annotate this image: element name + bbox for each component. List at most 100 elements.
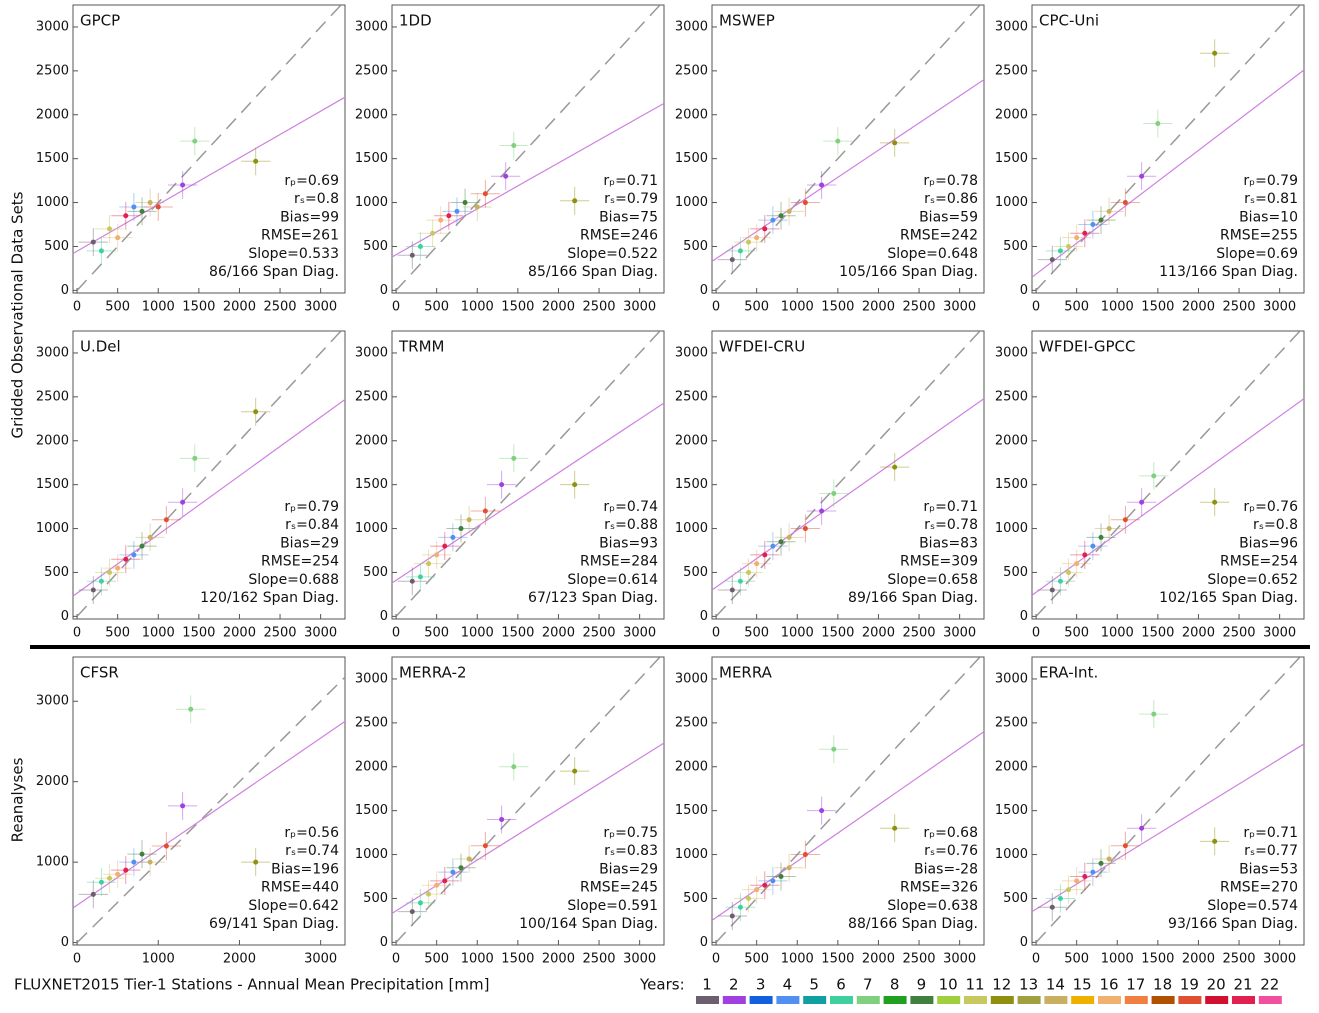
panel-title: CPC-Uni	[1039, 12, 1099, 30]
point	[1066, 887, 1072, 893]
stat-label: rₛ=0.78	[924, 517, 978, 533]
point	[746, 895, 752, 901]
y-tick-label: 2000	[675, 107, 708, 122]
fit-line	[711, 79, 985, 262]
point	[180, 803, 186, 809]
x-tick-label: 2500	[582, 626, 615, 641]
x-tick-label: 0	[1032, 952, 1040, 967]
point	[253, 158, 259, 164]
plot-frame	[391, 4, 665, 294]
point	[819, 182, 825, 188]
point	[511, 764, 517, 770]
legend-swatch	[883, 996, 907, 1004]
point	[1098, 860, 1104, 866]
point	[737, 904, 743, 910]
x-tick-label: 500	[744, 952, 769, 967]
y-tick-label: 0	[380, 283, 388, 298]
point	[892, 825, 898, 831]
point	[746, 569, 752, 575]
point	[163, 843, 169, 849]
x-tick-label: 500	[105, 300, 130, 315]
point	[1090, 222, 1096, 228]
y-tick-label: 1500	[36, 477, 69, 492]
point	[1098, 217, 1104, 223]
point	[1066, 569, 1072, 575]
point	[115, 235, 121, 241]
point	[139, 208, 145, 214]
stat-label: Slope=0.522	[567, 246, 658, 262]
legend-label: 20	[1207, 976, 1226, 994]
y-tick-label: 2500	[36, 389, 69, 404]
stat-label: Slope=0.591	[567, 898, 658, 914]
stat-label: 105/166 Span Diag.	[839, 264, 978, 280]
x-tick-label: 1500	[182, 300, 215, 315]
x-tick-label: 2000	[862, 626, 895, 641]
x-tick-label: 2000	[862, 300, 895, 315]
point	[123, 213, 129, 219]
x-tick-label: 500	[1064, 952, 1089, 967]
legend-swatch	[1178, 996, 1202, 1004]
stat-label: Slope=0.648	[887, 246, 978, 262]
x-tick-label: 1000	[461, 300, 494, 315]
y-tick-label: 1500	[675, 477, 708, 492]
point	[572, 482, 578, 488]
plot-frame	[72, 330, 346, 620]
panel-title: GPCP	[80, 12, 120, 30]
stat-label: Slope=0.69	[1216, 246, 1298, 262]
y-tick-label: 0	[61, 935, 69, 950]
point	[1139, 173, 1145, 179]
legend-label: 13	[1019, 976, 1038, 994]
plot-frame	[391, 330, 665, 620]
legend-label: 7	[863, 976, 873, 994]
point	[115, 871, 121, 877]
fit-line	[711, 398, 985, 591]
point	[98, 879, 104, 885]
x-tick-label: 2000	[1182, 300, 1215, 315]
stat-label: rₚ=0.76	[1243, 499, 1298, 515]
legend-swatch	[1151, 996, 1175, 1004]
point	[163, 517, 169, 523]
point	[90, 239, 96, 245]
legend-swatch	[1098, 996, 1121, 1004]
legend-label: 10	[939, 976, 958, 994]
y-tick-label: 3000	[36, 19, 69, 34]
stat-label: rₛ=0.84	[285, 517, 339, 533]
legend-swatch	[1017, 996, 1041, 1004]
point	[1057, 248, 1063, 254]
stat-label: Slope=0.688	[248, 572, 339, 588]
x-tick-label: 2500	[1222, 952, 1255, 967]
y-tick-label: 2000	[995, 107, 1028, 122]
stat-label: rₛ=0.77	[1244, 843, 1298, 859]
x-tick-label: 1500	[821, 300, 854, 315]
point	[892, 140, 898, 146]
y-tick-label: 0	[700, 935, 708, 950]
stat-label: RMSE=270	[1220, 880, 1298, 896]
x-tick-label: 1000	[1101, 300, 1134, 315]
y-tick-label: 2000	[995, 759, 1028, 774]
stat-label: RMSE=254	[1220, 554, 1298, 570]
stat-label: RMSE=309	[900, 554, 978, 570]
legend-swatch	[964, 996, 987, 1004]
x-tick-label: 1000	[781, 626, 814, 641]
y-tick-label: 2500	[355, 389, 388, 404]
legend-label: 16	[1099, 976, 1118, 994]
point	[155, 204, 161, 210]
point	[430, 230, 436, 236]
point	[409, 909, 415, 915]
point	[131, 552, 137, 558]
y-tick-label: 0	[380, 935, 388, 950]
x-tick-label: 500	[744, 626, 769, 641]
x-tick-label: 1500	[821, 626, 854, 641]
point	[762, 882, 768, 888]
x-tick-label: 1500	[501, 626, 534, 641]
x-tick-label: 0	[1032, 300, 1040, 315]
stat-label: RMSE=254	[261, 554, 339, 570]
y-tick-label: 500	[363, 565, 388, 580]
point	[450, 869, 456, 875]
x-tick-label: 2000	[223, 626, 256, 641]
y-tick-label: 1000	[675, 521, 708, 536]
point	[1057, 895, 1063, 901]
y-tick-label: 1500	[675, 803, 708, 818]
point	[1122, 843, 1128, 849]
stat-label: rₛ=0.81	[1244, 191, 1298, 207]
